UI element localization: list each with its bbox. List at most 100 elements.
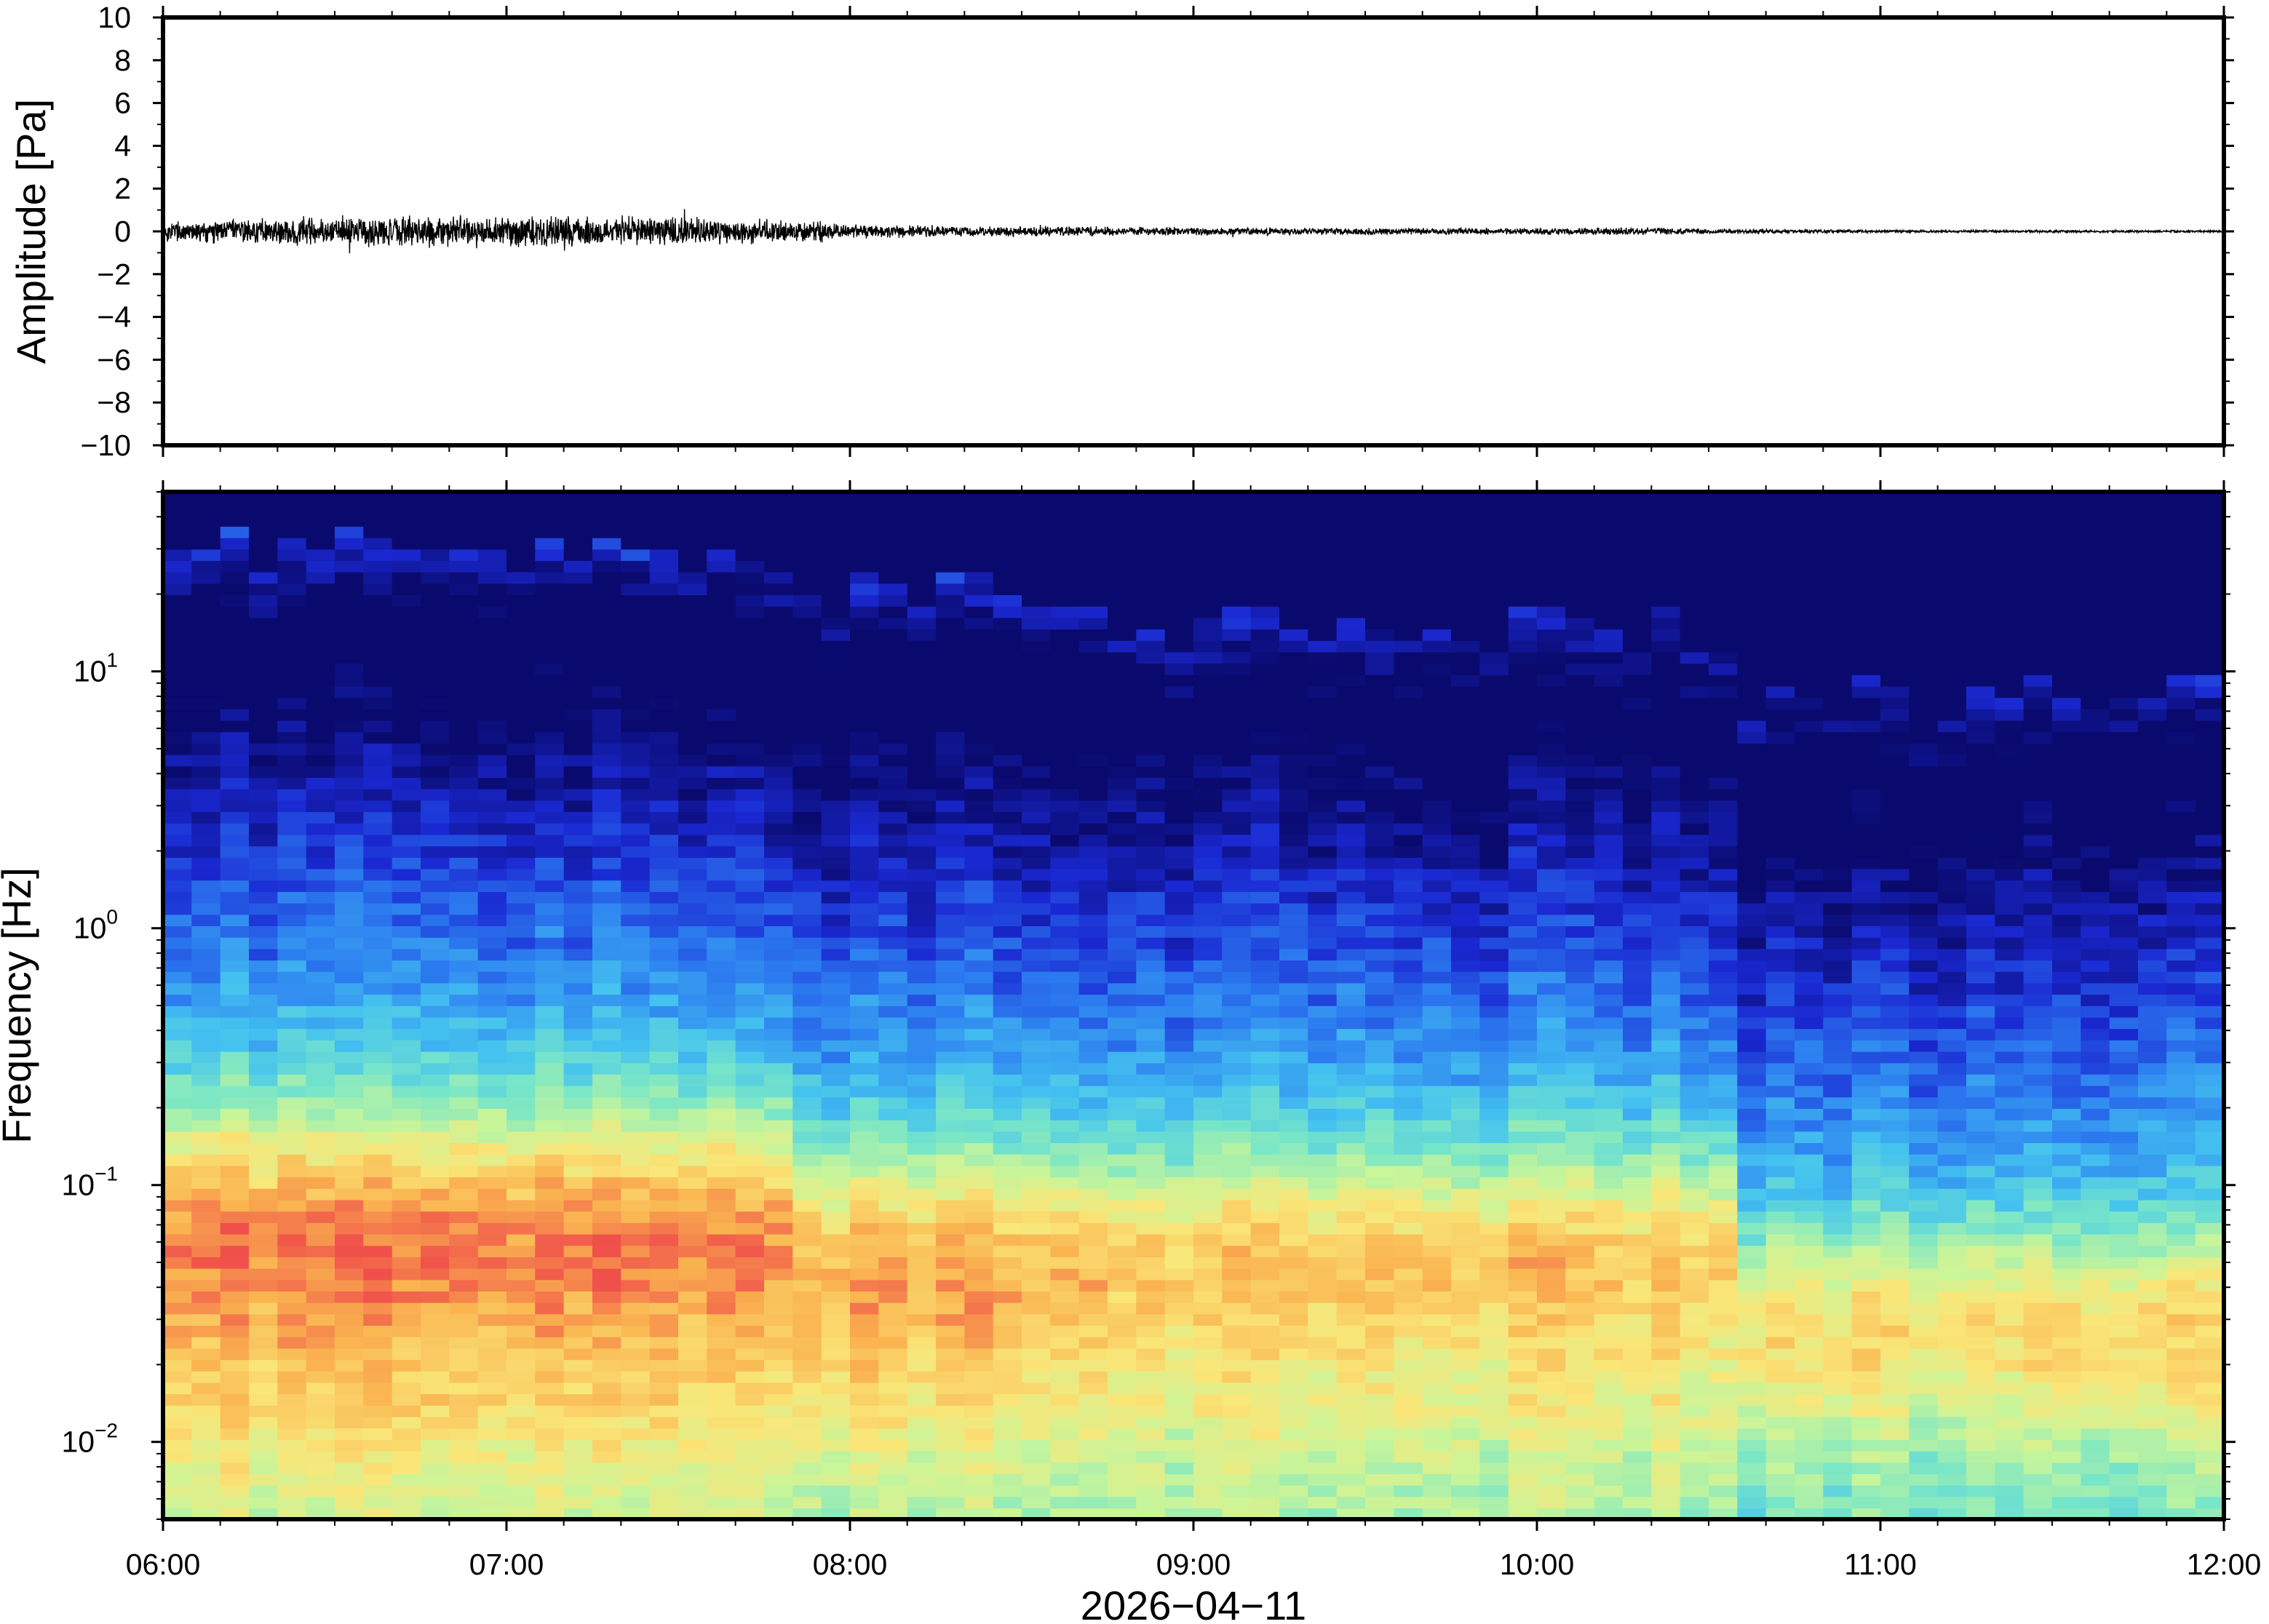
spectrogram-cell (1508, 994, 1538, 1006)
spectrogram-cell (649, 1382, 679, 1395)
spectrogram-cell (220, 1267, 250, 1281)
spectrogram-cell (1250, 1348, 1280, 1361)
spectrogram-cell (477, 1359, 507, 1372)
spectrogram-cell (563, 960, 593, 972)
spectrogram-cell (535, 629, 565, 641)
spectrogram-cell (1422, 1450, 1452, 1463)
spectrogram-cell (592, 1177, 622, 1189)
spectrogram-cell (993, 1028, 1022, 1040)
spectrogram-cell (1193, 1484, 1223, 1497)
spectrogram-cell (1222, 1165, 1252, 1178)
spectrogram-cell (621, 1211, 651, 1223)
spectrogram-cell (220, 605, 250, 618)
spectrogram-cell (850, 948, 880, 961)
spectrogram-cell (1250, 1462, 1280, 1475)
spectrogram-cell (1222, 1473, 1252, 1486)
spectrogram-cell (621, 971, 651, 984)
spectrogram-cell (1479, 651, 1509, 664)
spectrogram-cell (1164, 1393, 1194, 1406)
spectrogram-cell (191, 605, 221, 618)
spectrogram-cell (1594, 492, 1624, 504)
spectrogram-cell (1651, 1428, 1681, 1440)
spectrogram-cell (363, 1096, 393, 1109)
spectrogram-cell (850, 1267, 880, 1281)
spectrogram-cell (477, 1096, 507, 1109)
spectrogram-cell (1680, 926, 1709, 938)
spectrogram-cell (936, 948, 966, 961)
spectrogram-cell (477, 1233, 507, 1246)
spectrogram-cell (1394, 788, 1423, 801)
spectrogram-cell (191, 1074, 221, 1086)
spectrogram-cell (1623, 697, 1653, 709)
spectrogram-cell (1250, 1006, 1280, 1018)
spectrogram-cell (477, 640, 507, 653)
spectrogram-cell (249, 526, 279, 538)
spectrogram-cell (1336, 823, 1366, 835)
spectrogram-cell (1022, 1348, 1052, 1361)
spectrogram-cell (1336, 1291, 1366, 1303)
spectrogram-cell (649, 1245, 679, 1257)
spectrogram-cell (993, 834, 1022, 847)
spectrogram-cell (277, 1325, 307, 1337)
spectrogram-cell (220, 936, 250, 950)
spectrogram-cell (306, 1439, 335, 1452)
spectrogram-cell (506, 1428, 536, 1440)
spectrogram-cell (1594, 902, 1624, 915)
spectrogram-cell (1308, 1199, 1338, 1212)
spectrogram-cell (1680, 1359, 1709, 1372)
spectrogram-cell (735, 1062, 765, 1075)
spectrogram-cell (1050, 743, 1080, 755)
spectrogram-cell (1078, 936, 1108, 950)
spectrogram-cell (1451, 1096, 1481, 1109)
spectrogram-cell (1651, 1302, 1681, 1315)
spectrogram-cell (964, 914, 994, 926)
spectrogram-cell (306, 594, 335, 607)
spectrogram-cell (707, 743, 736, 755)
spectrogram-cell (878, 754, 908, 767)
spectrogram-cell (449, 617, 479, 630)
spectrogram-cell (535, 1142, 565, 1155)
spectrogram-cell (1451, 1382, 1481, 1395)
spectrogram-cell (821, 1393, 851, 1406)
spectrogram-cell (421, 594, 450, 607)
spectrogram-cell (277, 1267, 307, 1281)
spectrogram-cell (1078, 1508, 1108, 1519)
spectrogram-cell (649, 936, 679, 950)
spectrogram-cell (335, 811, 365, 824)
spectrogram-cell (907, 1051, 937, 1064)
spectrogram-cell (277, 1028, 307, 1040)
spectrogram-cell (535, 685, 565, 698)
spectrogram-cell (421, 743, 450, 755)
spectrogram-cell (850, 720, 880, 733)
spectrogram-cell (335, 1188, 365, 1201)
spectrogram-cell (649, 583, 679, 595)
spectrogram-cell (335, 640, 365, 653)
spectrogram-cell (707, 880, 736, 892)
spectrogram-cell (649, 1051, 679, 1064)
spectrogram-cell (1078, 651, 1108, 664)
spectrogram-cell (306, 731, 335, 744)
spectrogram-cell (993, 1484, 1022, 1497)
spectrogram-cell (1136, 1257, 1166, 1269)
spectrogram-cell (1451, 1313, 1481, 1326)
spectrogram-cell (249, 537, 279, 550)
spectrogram-cell (678, 845, 708, 858)
spectrogram-cell (1022, 1177, 1052, 1189)
spectrogram-cell (821, 926, 851, 938)
spectrogram-cell (1250, 629, 1280, 641)
spectrogram-cell (306, 1222, 335, 1235)
spectrogram-cell (907, 914, 937, 926)
spectrogram-cell (792, 1177, 822, 1189)
spectrogram-cell (306, 1267, 335, 1281)
spectrogram-cell (1050, 1177, 1080, 1189)
spectrogram-cell (1279, 1154, 1309, 1166)
spectrogram-cell (1078, 720, 1108, 733)
spectrogram-cell (1222, 1051, 1252, 1064)
spectrogram-cell (878, 936, 908, 950)
spectrogram-cell (249, 1108, 279, 1121)
spectrogram-cell (306, 1428, 335, 1440)
spectrogram-cell (735, 1154, 765, 1166)
spectrogram-cell (363, 948, 393, 961)
spectrogram-cell (707, 720, 736, 733)
spectrogram-cell (1250, 971, 1280, 984)
